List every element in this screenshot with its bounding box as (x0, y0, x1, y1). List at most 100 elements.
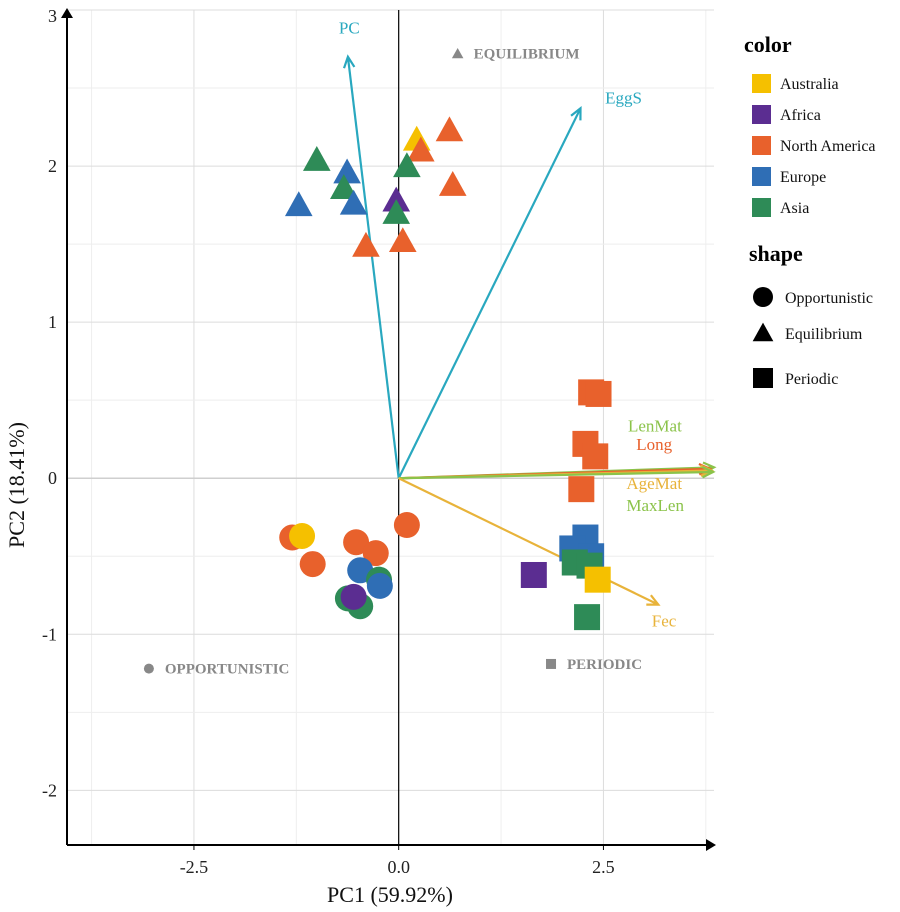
x-tick-label: 2.5 (592, 857, 615, 877)
vector-label: LenMat (628, 416, 682, 435)
vector-label: EggS (605, 89, 642, 108)
legend-item-europe: Europe (752, 167, 826, 186)
vector-label: AgeMat (626, 474, 682, 493)
tick-labels: -2.5 0.0 2.5 -2 -1 0 1 2 3 (42, 6, 615, 877)
legend-swatch (752, 105, 771, 124)
anchor-label: EQUILIBRIUM (474, 47, 580, 63)
anchor-marker (451, 47, 464, 59)
y-axis-title: PC2 (18.41%) (4, 422, 29, 548)
point-triangle (435, 116, 464, 142)
legend-item-australia: Australia (752, 74, 839, 93)
point-triangle (333, 158, 361, 184)
y-tick-label: 2 (48, 156, 57, 176)
point-circle (366, 572, 393, 599)
legend-label: Europe (780, 169, 826, 186)
point-circle (362, 540, 389, 567)
point-triangle (382, 199, 411, 224)
legend: color Australia Africa North America Europe A… (744, 32, 876, 388)
point-triangle (382, 186, 411, 212)
legend-swatch (752, 167, 771, 186)
point-triangle (438, 171, 467, 196)
y-tick-label: 3 (48, 6, 57, 26)
point-square (574, 604, 601, 631)
anchor-label: OPPORTUNISTIC (165, 662, 290, 678)
point-square (585, 380, 612, 407)
vector-line (346, 56, 400, 479)
point-circle (289, 522, 316, 549)
legend-label: Australia (780, 76, 839, 93)
point-square (584, 566, 611, 593)
vector-arrowhead (342, 54, 356, 69)
point-triangle (352, 231, 380, 257)
vector-label: MaxLen (626, 496, 684, 515)
point-triangle (388, 227, 417, 253)
vector-arrowhead (646, 594, 661, 606)
y-tick-label: -1 (42, 624, 57, 644)
vector-eggs: EggS (397, 89, 642, 479)
vector-label: Long (636, 435, 672, 454)
legend-label: Asia (780, 200, 809, 217)
point-triangle (407, 136, 435, 162)
point-circle (340, 583, 367, 610)
point-triangle (302, 146, 331, 171)
legend-swatch (752, 74, 771, 93)
strategy-anchors: EQUILIBRIUM OPPORTUNISTIC PERIODIC (143, 47, 642, 678)
legend-shape-equilibrium: Equilibrium (752, 322, 863, 343)
legend-shape-marker (753, 368, 773, 388)
x-tick-label: -2.5 (180, 857, 209, 877)
y-tick-label: 0 (48, 468, 57, 488)
data-points (279, 116, 612, 631)
legend-color-title: color (744, 32, 792, 57)
x-tick-label: 0.0 (387, 857, 410, 877)
legend-shape-title: shape (749, 241, 803, 266)
legend-label: Opportunistic (785, 290, 873, 307)
vector-maxlen: MaxLen (398, 465, 716, 515)
zero-reference-lines (67, 10, 714, 845)
legend-shape-opportunistic: Opportunistic (753, 287, 873, 307)
legend-shape-marker (752, 322, 774, 342)
point-triangle (330, 174, 358, 199)
vector-line (398, 477, 659, 606)
legend-label: Africa (780, 107, 821, 124)
point-circle (343, 529, 370, 556)
point-circle (299, 551, 326, 578)
point-square (520, 561, 547, 588)
anchor-opportunistic: OPPORTUNISTIC (143, 662, 290, 678)
y-tick-label: 1 (48, 312, 57, 332)
y-tick-label: -2 (42, 780, 57, 800)
vector-arrowhead (701, 465, 716, 479)
legend-label: North America (780, 138, 876, 155)
legend-item-africa: Africa (752, 105, 821, 124)
gridlines (67, 9, 714, 845)
legend-label: Periodic (785, 371, 838, 388)
point-triangle (339, 189, 368, 215)
anchor-equilibrium: EQUILIBRIUM (451, 47, 580, 63)
vector-label: PC (339, 18, 360, 37)
legend-swatch (752, 136, 771, 155)
anchor-marker (546, 658, 557, 669)
legend-shape-marker (753, 287, 773, 307)
vector-fec: Fec (398, 477, 677, 630)
point-triangle (393, 152, 421, 178)
legend-item-north-america: North America (752, 136, 876, 155)
axes (61, 8, 716, 851)
vector-line (398, 470, 714, 480)
anchor-marker (143, 663, 154, 674)
point-square (582, 443, 609, 470)
vector-arrowhead (570, 106, 582, 121)
anchor-periodic: PERIODIC (546, 657, 642, 673)
vector-label: Fec (652, 611, 677, 630)
legend-shape-periodic: Periodic (753, 368, 838, 388)
point-triangle (284, 191, 313, 217)
legend-swatch (752, 198, 771, 217)
anchor-label: PERIODIC (567, 657, 642, 673)
x-axis-arrowhead (706, 839, 716, 851)
vector-pc: PC (339, 18, 400, 479)
point-square (568, 476, 595, 503)
vector-line (397, 107, 582, 479)
legend-label: Equilibrium (785, 326, 863, 343)
x-axis-title: PC1 (59.92%) (327, 882, 453, 907)
legend-item-asia: Asia (752, 198, 809, 217)
